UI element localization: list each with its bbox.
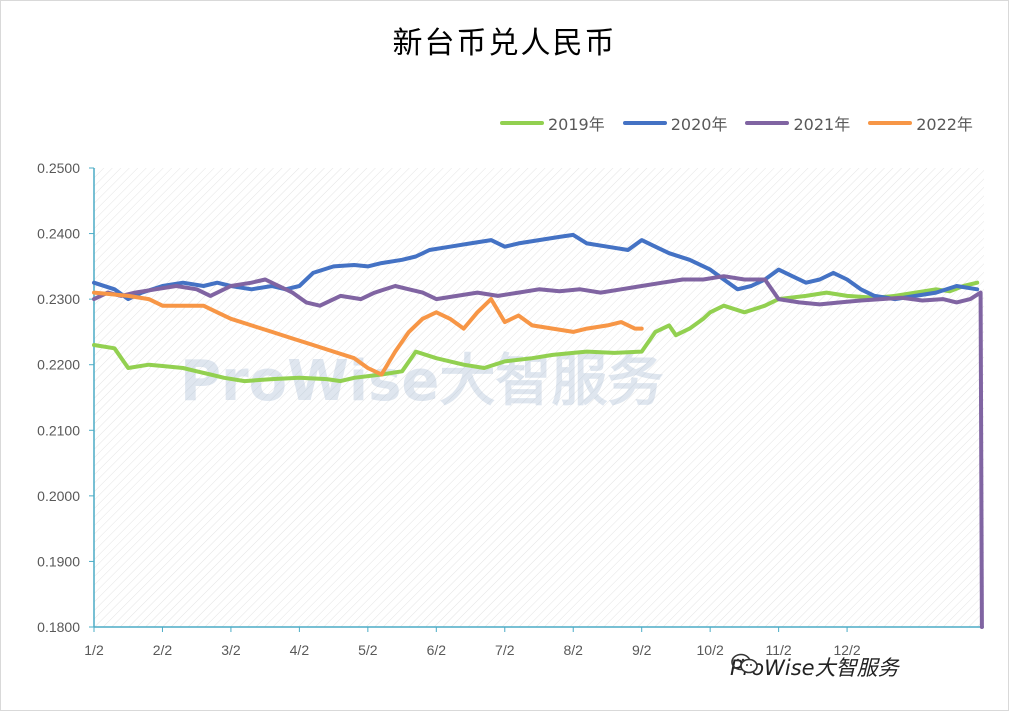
plot-area (94, 168, 984, 627)
x-tick-label: 4/2 (290, 642, 310, 658)
series-line-2 (92, 274, 984, 629)
legend-item: 2020年 (622, 111, 728, 135)
x-tick-label: 3/2 (221, 642, 241, 658)
x-tick-label: 6/2 (427, 642, 447, 658)
series-line-3 (92, 290, 644, 377)
brand-footer: ProWise大智服务 (730, 652, 899, 682)
legend-item: 2021年 (745, 111, 850, 135)
x-tick-label: 10/2 (697, 642, 724, 658)
x-tick-label: 5/2 (358, 642, 378, 658)
legend-swatch (868, 121, 913, 125)
wechat-icon (731, 653, 758, 674)
y-tick-label: 0.2400 (37, 226, 80, 242)
y-tick-label: 0.2300 (37, 291, 80, 307)
y-tick-label: 0.1800 (37, 619, 80, 635)
x-tick-label: 7/2 (495, 642, 515, 658)
x-tick-label: 8/2 (563, 642, 583, 658)
legend-swatch (745, 121, 790, 125)
x-tick-label: 9/2 (632, 642, 652, 658)
y-tick-label: 0.2500 (37, 160, 80, 176)
x-tick-label: 12/2 (833, 642, 860, 658)
x-tick-label: 2/2 (153, 642, 173, 658)
brand-text: ProWise大智服务 (730, 656, 899, 680)
legend-swatch (622, 121, 667, 125)
y-tick-label: 0.2000 (37, 488, 80, 504)
y-tick-label: 0.2100 (37, 422, 80, 438)
legend-label: 2021年 (793, 115, 851, 134)
y-tick-label: 0.1900 (37, 553, 80, 569)
x-tick-label: 11/2 (766, 642, 792, 658)
legend-swatch (500, 121, 544, 125)
chart-legend: 2019年 2020年 2021年 2022年 (500, 112, 991, 134)
legend-item: 2019年 (500, 111, 605, 135)
series-line-1 (92, 232, 980, 302)
legend-label: 2019年 (548, 115, 605, 134)
series-line-0 (92, 280, 980, 384)
legend-item: 2022年 (868, 111, 973, 135)
x-tick-label: 1/2 (84, 642, 104, 658)
legend-label: 2022年 (916, 115, 973, 134)
y-tick-label: 0.2200 (37, 357, 80, 373)
chart-title: 新台币兑人民币 (392, 26, 617, 61)
legend-label: 2020年 (670, 115, 728, 134)
